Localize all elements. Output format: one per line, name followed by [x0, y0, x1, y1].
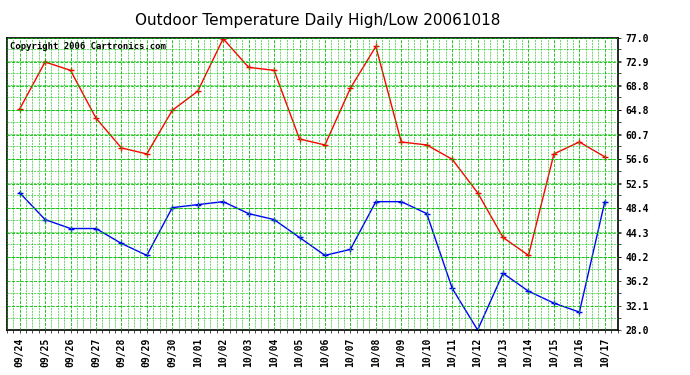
- Text: Outdoor Temperature Daily High/Low 20061018: Outdoor Temperature Daily High/Low 20061…: [135, 13, 500, 28]
- Text: Copyright 2006 Cartronics.com: Copyright 2006 Cartronics.com: [10, 42, 166, 51]
